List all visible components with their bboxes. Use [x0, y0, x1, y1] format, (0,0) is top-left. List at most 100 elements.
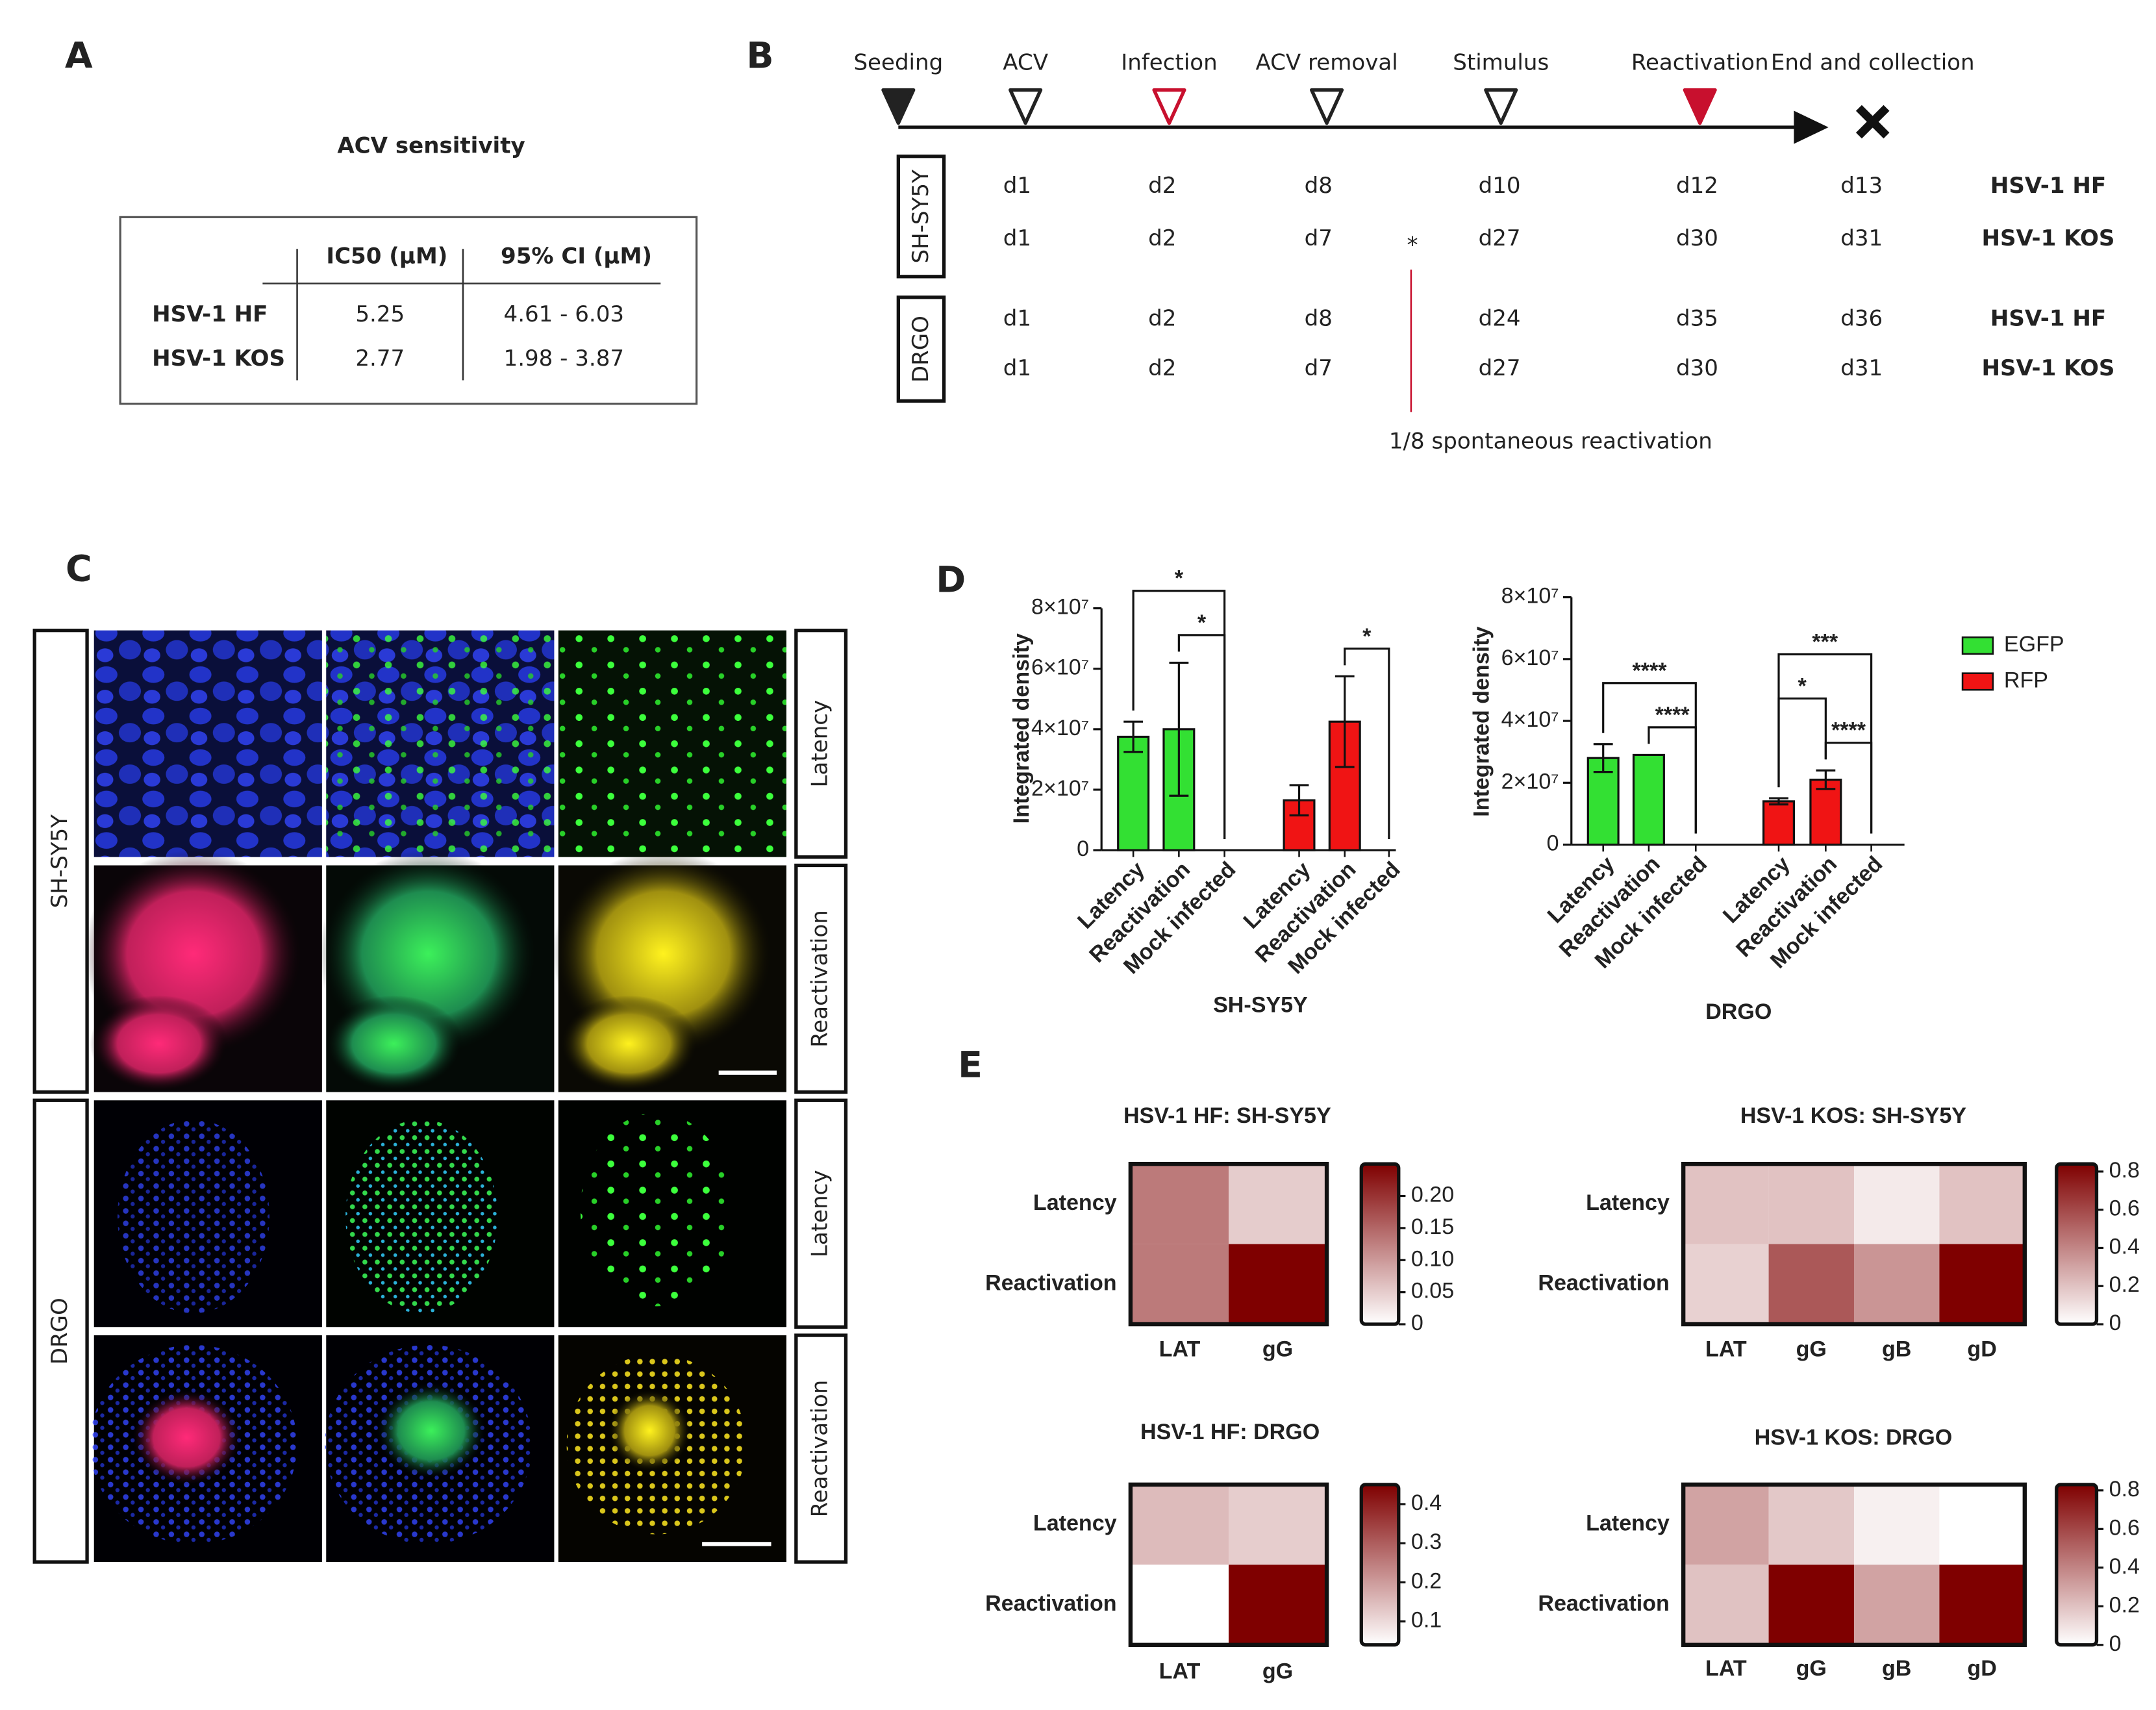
note: 1/8 spontaneous reactivation: [1389, 429, 1712, 455]
cell-cluster: [345, 1120, 498, 1313]
bar: [1809, 778, 1842, 846]
y-tick-label: 4×10⁷: [1031, 716, 1089, 740]
column-label: gD: [1967, 1656, 1996, 1681]
table-title: ACV sensitivity: [337, 132, 525, 158]
panel-label: A: [65, 36, 93, 77]
day-label: d1: [1003, 305, 1031, 331]
legend-label: RFP: [2004, 668, 2048, 692]
micrograph: [94, 630, 322, 857]
colorbar-tick-label: 0.4: [2109, 1554, 2140, 1579]
step-label: Reactivation: [1631, 50, 1769, 76]
step-marker: [881, 88, 916, 125]
strain-label: HSV-1 HF: [1990, 305, 2106, 331]
step-marker: [1855, 105, 1890, 139]
heatmap-frame: [1128, 1161, 1329, 1327]
row-label: Latency: [807, 700, 833, 788]
day-label: d24: [1479, 305, 1521, 331]
row-label: Reactivation: [985, 1591, 1116, 1616]
colorbar-tick-label: 0.8: [2109, 1477, 2140, 1502]
colorbar-tick-label: 0.20: [1411, 1183, 1454, 1207]
column-label: LAT: [1159, 1337, 1201, 1361]
cell-box: [896, 295, 946, 403]
colorbar-tick-label: 0.05: [1411, 1279, 1454, 1303]
significance-label: ****: [1633, 659, 1668, 683]
heatmap-cell: [1683, 1484, 1769, 1565]
significance-bracket: [1344, 648, 1390, 840]
y-tick-label: 2×10⁷: [1031, 776, 1089, 801]
error-bar: [1289, 784, 1309, 817]
legend-label: EGFP: [2004, 632, 2064, 657]
colorbar: [2055, 1162, 2099, 1326]
step-label: Infection: [1121, 50, 1218, 76]
step-label: Seeding: [853, 50, 943, 76]
heatmap-cell: [1683, 1244, 1769, 1325]
heatmap-cell: [1683, 1164, 1769, 1244]
heatmap-cell: [1939, 1484, 2025, 1565]
cell-cluster: [580, 1113, 733, 1307]
step-marker: [1009, 88, 1043, 125]
y-tick-label: 8×10⁷: [1501, 584, 1559, 609]
heatmap-cell: [1768, 1164, 1854, 1244]
bar: [1762, 800, 1796, 846]
colorbar-tick-label: 0.6: [2109, 1515, 2140, 1540]
day-label: d2: [1148, 225, 1176, 251]
significance-bracket: [1777, 697, 1827, 788]
day-label: d2: [1148, 173, 1176, 199]
row-label: Latency: [1033, 1190, 1117, 1215]
micrograph-overlay: [558, 630, 786, 857]
day-label: d12: [1676, 173, 1718, 199]
row-box: [794, 629, 848, 859]
significance-label: *: [1175, 566, 1184, 591]
heatmap-cell: [1683, 1565, 1769, 1645]
column-label: gG: [1796, 1337, 1827, 1361]
colorbar-tick-label: 0.10: [1411, 1246, 1454, 1271]
heatmap-cell: [1853, 1565, 1940, 1645]
row-box: [794, 1098, 848, 1329]
column-label: gD: [1967, 1337, 1996, 1361]
day-label: d7: [1305, 225, 1333, 251]
significance-bracket: [1132, 590, 1226, 840]
micrographs: [82, 630, 786, 1563]
significance-label: ****: [1831, 718, 1866, 743]
panel-label: B: [746, 36, 773, 77]
bar: [1632, 753, 1665, 846]
y-axis-label: Integrated density: [1470, 626, 1494, 816]
y-tick-label: 0: [1077, 836, 1089, 861]
error-bar: [1769, 797, 1788, 806]
row-label: Reactivation: [985, 1270, 1116, 1295]
cell-cluster: [559, 995, 698, 1092]
cell-cluster: [131, 1389, 242, 1487]
x-axis-label: SH-SY5Y: [1213, 993, 1308, 1018]
heatmap-cell: [1228, 1484, 1327, 1565]
error-bar: [1169, 661, 1189, 797]
y-tick-label: 4×10⁷: [1501, 707, 1559, 732]
y-tick-label: 8×10⁷: [1031, 595, 1089, 620]
day-label: d30: [1676, 225, 1718, 251]
day-label: d13: [1840, 173, 1883, 199]
significance-bracket: [1602, 682, 1697, 834]
heatmap-title: HSV-1 KOS: SH-SY5Y: [1740, 1103, 1966, 1128]
colorbar: [1359, 1162, 1401, 1326]
table-cell: 2.77: [355, 346, 405, 371]
colorbar-tick-label: 0.3: [1411, 1529, 1442, 1554]
cell-label: DRGO: [908, 316, 934, 383]
day-label: d36: [1840, 305, 1883, 331]
heatmap-cell: [1853, 1244, 1940, 1325]
row-label: Reactivation: [807, 1380, 833, 1518]
colorbar-tick-label: 0: [2109, 1311, 2122, 1335]
row-label: Latency: [1586, 1190, 1670, 1215]
day-label: d7: [1305, 355, 1333, 381]
day-label: d31: [1840, 355, 1883, 381]
strain-label: HSV-1 KOS: [1982, 355, 2115, 381]
day-label: d2: [1148, 305, 1176, 331]
significance-label: ****: [1655, 703, 1690, 727]
heatmap-cell: [1939, 1565, 2025, 1645]
column-label: gG: [1262, 1659, 1293, 1683]
heatmap-cell: [1939, 1164, 2025, 1244]
column-label: gB: [1882, 1656, 1911, 1681]
y-tick-label: 6×10⁷: [1031, 655, 1089, 680]
group-box: [32, 1098, 89, 1564]
y-tick-label: 0: [1547, 831, 1559, 856]
